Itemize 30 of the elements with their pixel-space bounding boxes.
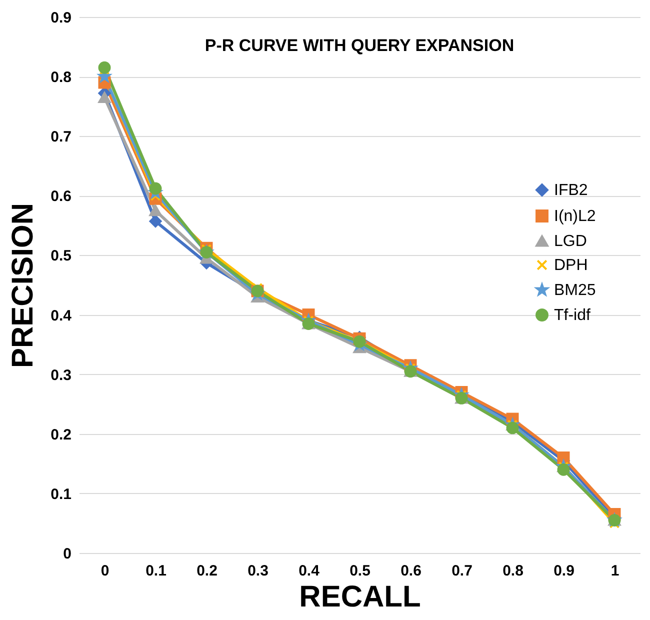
x-tick-label: 0.5: [350, 562, 370, 580]
x-tick-label: 0.9: [554, 562, 574, 580]
x-tick-label: 0.1: [146, 562, 166, 580]
x-tick-label: 0: [100, 562, 110, 580]
x-tick-label: 0.8: [502, 562, 524, 580]
x-tick-label: 0.3: [248, 562, 268, 580]
y-tick-label: 0.9: [50, 10, 72, 26]
y-tick-label: 0.3: [50, 366, 72, 384]
legend-label: Tf-idf: [554, 307, 591, 324]
y-tick-label: 0.5: [50, 248, 72, 265]
legend-label: IFB2: [554, 182, 588, 199]
x-tick-label: 1: [610, 562, 620, 580]
legend-label: BM25: [554, 282, 596, 299]
y-tick-label: 0.1: [50, 486, 72, 503]
legend-label: I(n)L2: [554, 208, 596, 225]
y-axis-title: PRECISION: [6, 202, 40, 368]
legend-label: LGD: [554, 233, 587, 250]
x-tick-label: 0.7: [452, 562, 472, 580]
text: P-R CURVE WITH QUERY EXPANSION: [204, 36, 514, 55]
y-tick-label: 0.2: [50, 426, 72, 444]
legend-label: DPH: [554, 257, 588, 274]
y-tick-label: 0.8: [50, 69, 72, 86]
y-tick-label: 0.6: [50, 188, 72, 206]
x-tick-label: 0.6: [400, 562, 422, 580]
x-axis-title: RECALL: [299, 580, 421, 614]
y-tick-label: 0: [63, 546, 72, 562]
y-tick-label: 0.7: [50, 128, 72, 146]
x-tick-label: 0.2: [196, 562, 218, 580]
y-tick-label: 0.4: [50, 307, 72, 324]
x-tick-label: 0.4: [298, 562, 320, 580]
